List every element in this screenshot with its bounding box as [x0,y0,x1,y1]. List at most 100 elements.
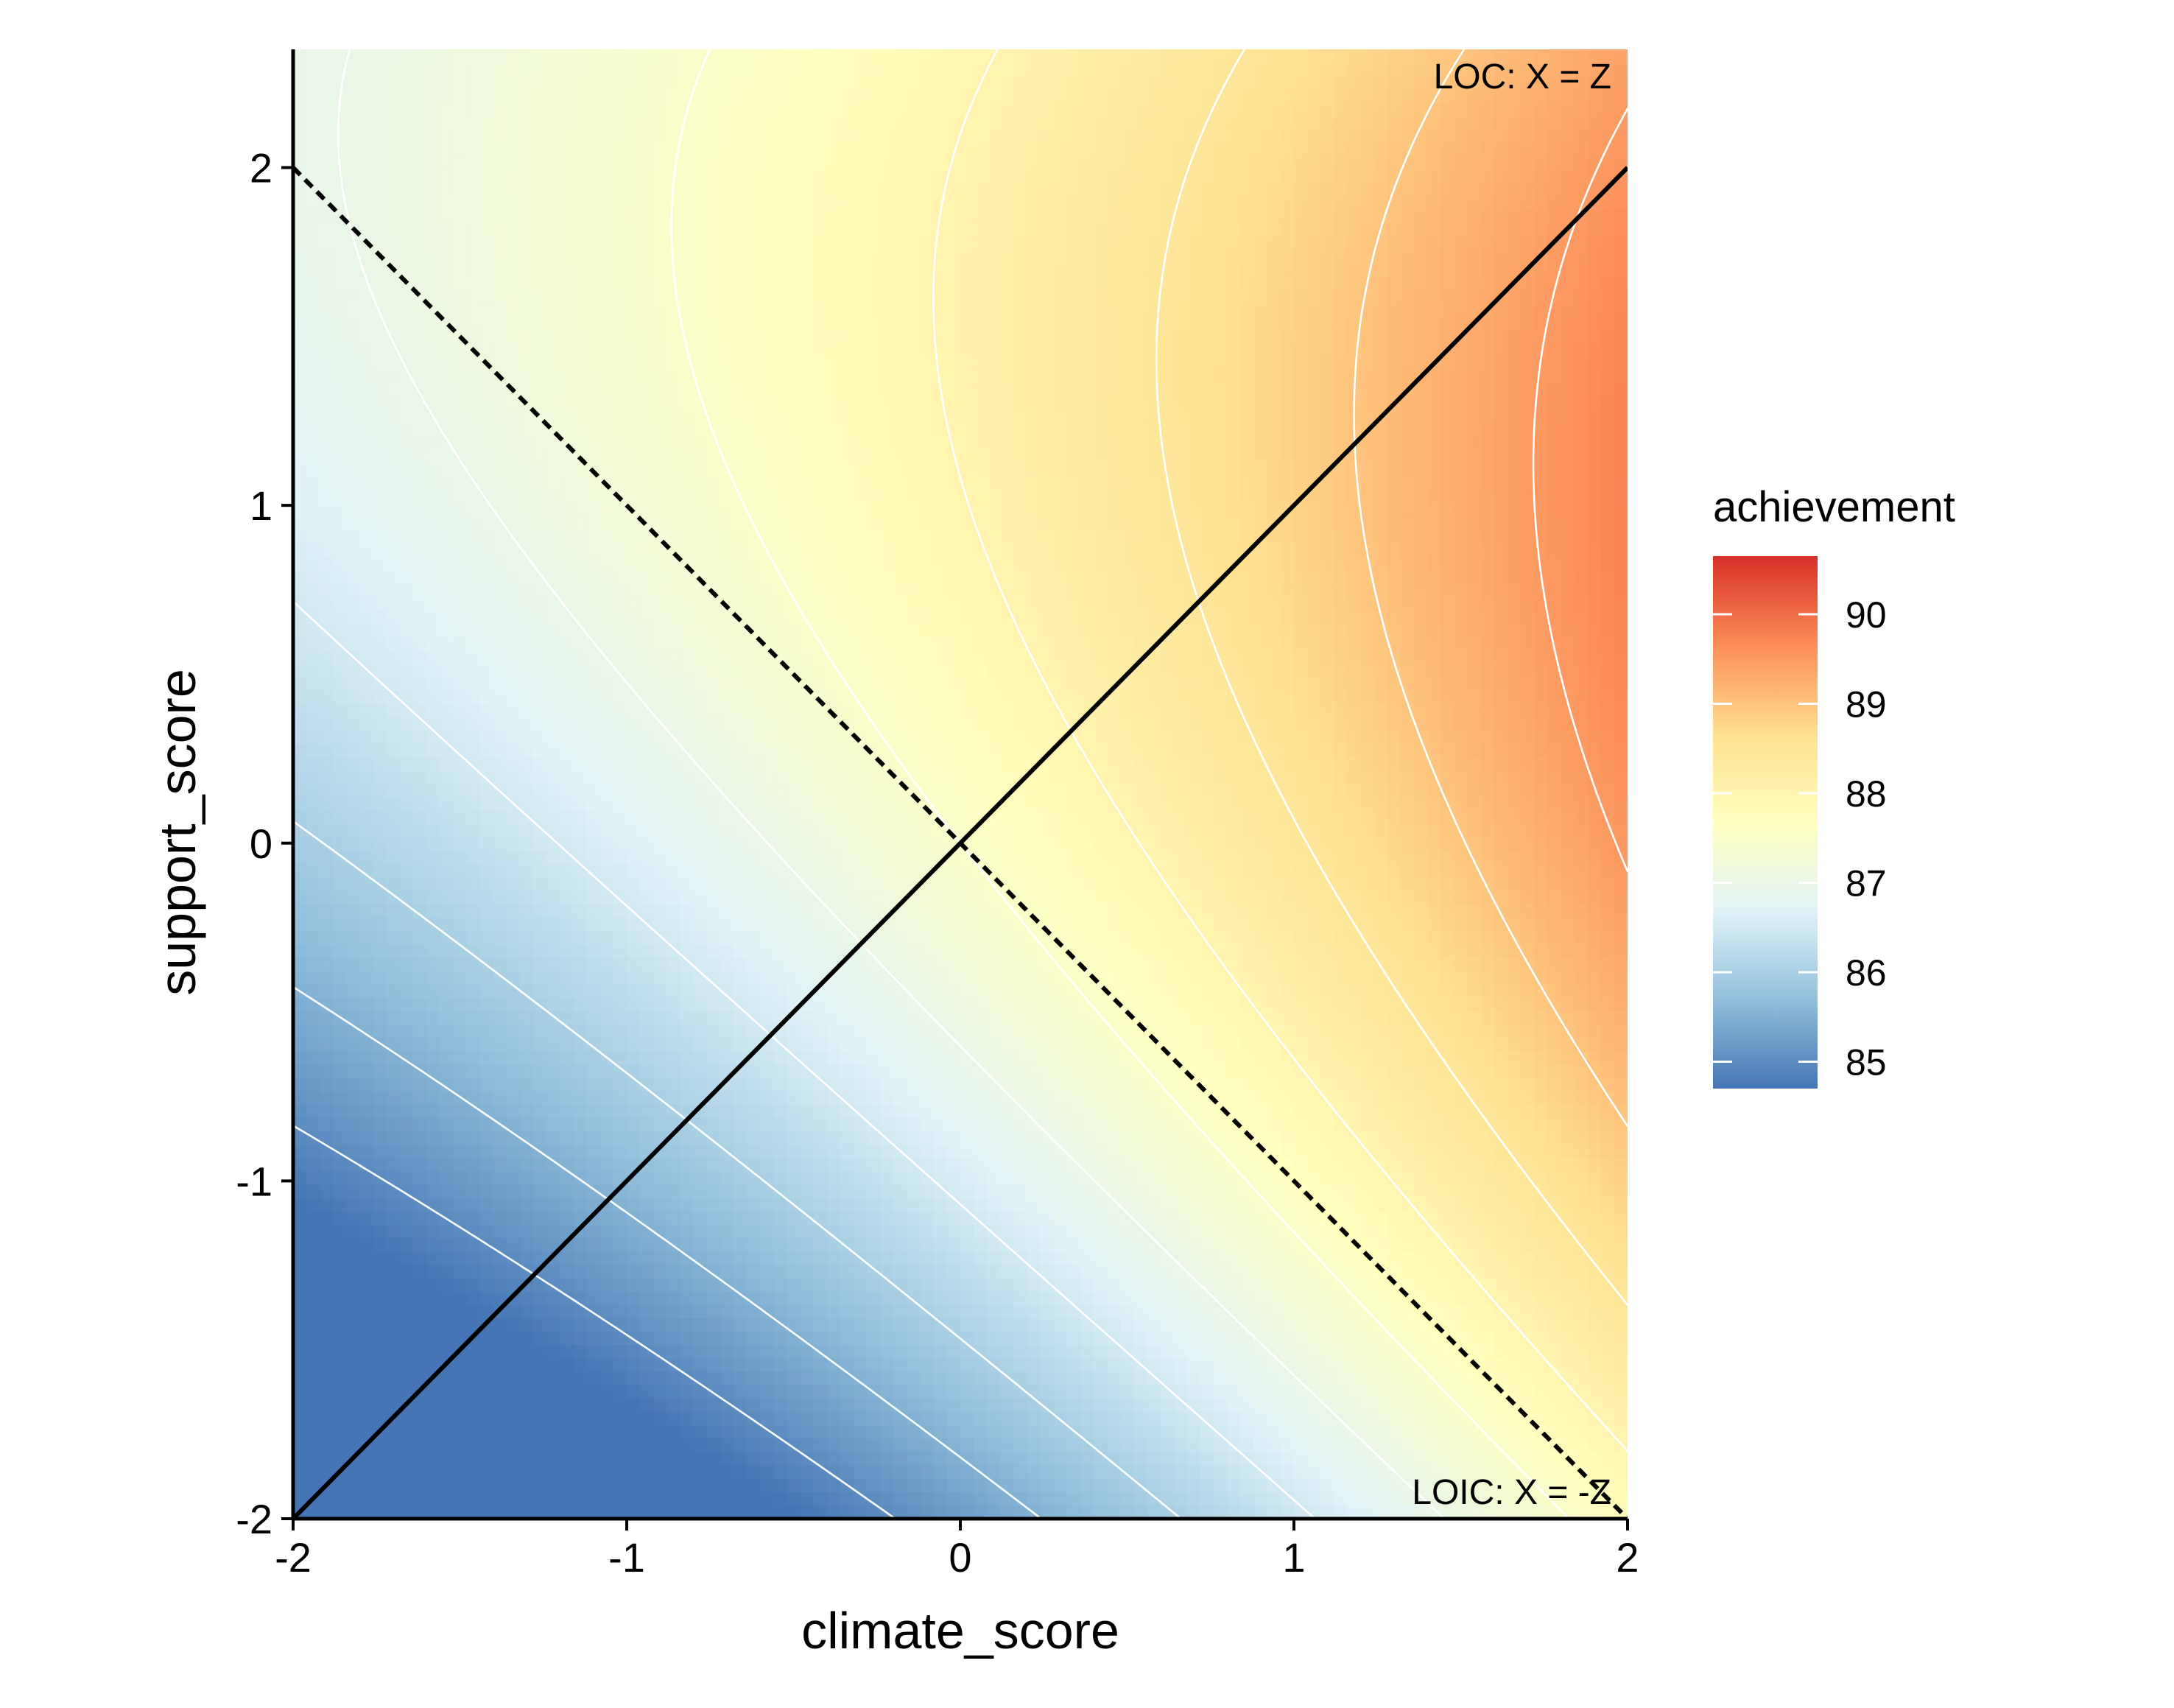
heat-cell [773,223,787,237]
heat-cell [520,1465,534,1479]
heat-cell [387,1238,401,1252]
heat-cell [747,544,761,558]
heat-cell [707,704,721,718]
heat-cell [306,1438,320,1452]
heat-cell [453,1171,467,1185]
heat-cell [653,63,667,77]
heat-cell [480,530,494,544]
heat-cell [373,624,387,638]
heat-cell [360,223,374,237]
heat-cell [546,971,560,985]
heat-cell [560,1078,574,1092]
heat-cell [440,811,454,825]
heat-cell [440,1452,454,1466]
heat-cell [600,370,614,384]
heat-cell [893,317,907,331]
heat-cell [707,717,721,731]
heat-cell [306,1171,320,1185]
heat-cell [320,477,334,491]
heat-cell [773,837,787,851]
heat-cell [426,1318,440,1332]
heat-cell [653,918,667,932]
heat-cell [814,289,828,303]
heat-cell [293,143,307,157]
heat-cell [720,491,734,505]
heat-cell [747,210,761,224]
heat-cell [306,250,320,264]
heat-cell [533,210,547,224]
heat-cell [493,477,507,491]
heat-cell [560,517,574,531]
heat-cell [773,1492,787,1506]
heat-cell [560,837,574,851]
heat-cell [493,931,507,945]
heat-cell [426,744,440,758]
heat-cell [720,784,734,798]
heat-cell [600,343,614,357]
heat-cell [333,370,347,384]
heat-cell [840,744,854,758]
heat-cell [507,410,521,424]
heat-cell [387,130,401,144]
heat-cell [507,864,521,878]
heat-cell [680,1051,694,1065]
heat-cell [320,1171,334,1185]
heat-cell [787,1092,801,1106]
heat-cell [560,1038,574,1052]
heat-cell [400,904,414,918]
heat-cell [413,851,427,865]
heat-cell [720,664,734,678]
heat-cell [400,1145,414,1159]
heat-cell [801,544,815,558]
heat-cell [346,383,360,397]
heat-cell [773,971,787,985]
heat-cell [293,183,307,197]
heat-cell [387,383,401,397]
heat-cell [600,356,614,370]
heat-cell [373,717,387,731]
heat-cell [574,317,588,331]
heat-cell [613,1145,627,1159]
heat-cell [840,63,854,77]
heat-cell [666,1345,680,1359]
heat-cell [694,156,708,170]
heat-cell [773,517,787,531]
heat-cell [520,1385,534,1399]
heat-cell [293,1305,307,1319]
heat-cell [827,89,841,103]
heat-cell [720,691,734,705]
heat-cell [734,957,747,971]
heat-cell [747,998,761,1012]
heat-cell [346,289,360,303]
heat-cell [760,383,774,397]
heat-cell [493,343,507,357]
heat-cell [533,1064,547,1078]
heat-cell [893,143,907,157]
heat-cell [760,504,774,518]
heat-cell [734,1251,747,1265]
heat-cell [734,944,747,958]
heat-cell [720,504,734,518]
heat-cell [773,985,787,999]
heat-cell [867,49,881,63]
heat-cell [720,1225,734,1239]
heat-cell [734,1025,747,1038]
heat-cell [720,611,734,625]
heat-cell [720,1318,734,1332]
heat-cell [533,1011,547,1025]
heat-cell [533,437,547,451]
heat-cell [880,130,894,144]
heat-cell [613,223,627,237]
heat-cell [387,303,401,317]
heat-cell [880,637,894,651]
heat-cell [747,1212,761,1226]
heat-cell [787,918,801,932]
heat-cell [867,1438,881,1452]
heat-cell [453,250,467,264]
heat-cell [520,1118,534,1132]
heat-cell [373,143,387,157]
heat-cell [827,330,841,344]
heat-cell [747,370,761,384]
heat-cell [734,731,747,745]
heat-cell [387,424,401,437]
